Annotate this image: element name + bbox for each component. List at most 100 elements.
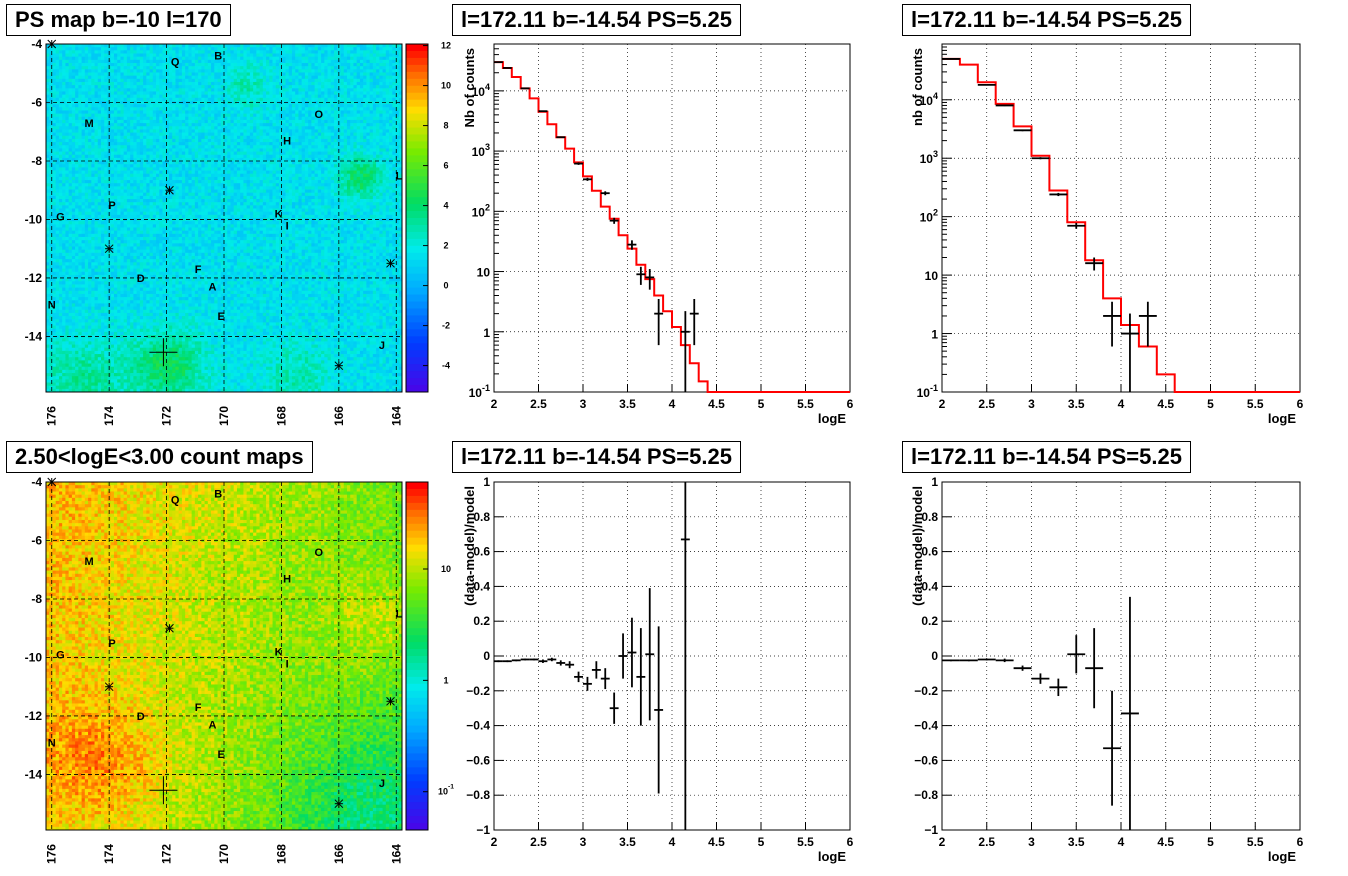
heatmap-cell (59, 345, 63, 349)
heatmap-cell (159, 205, 163, 209)
heatmap-cell (52, 69, 56, 73)
heatmap-cell (185, 79, 189, 83)
heatmap-cell (91, 345, 95, 349)
heatmap-cell (130, 104, 134, 108)
heatmap-cell (114, 88, 118, 92)
heatmap-cell (82, 383, 86, 387)
heatmap-cell (130, 376, 134, 380)
heatmap-cell (182, 240, 186, 244)
heatmap-cell (175, 171, 179, 175)
heatmap-cell (114, 297, 118, 301)
heatmap-cell (175, 297, 179, 301)
heatmap-cell (104, 129, 108, 133)
heatmap-cell (179, 227, 183, 231)
heatmap-cell (117, 300, 121, 304)
heatmap-cell (143, 167, 147, 171)
heatmap-cell (192, 72, 196, 76)
heatmap-cell (85, 272, 89, 276)
heatmap-cell (159, 76, 163, 80)
heatmap-cell (188, 152, 192, 156)
heatmap-cell (156, 148, 160, 152)
heatmap-cell (137, 253, 141, 257)
heatmap-cell (172, 246, 176, 250)
heatmap-cell (137, 297, 141, 301)
heatmap-cell (85, 300, 89, 304)
heatmap-cell (46, 139, 50, 143)
heatmap-cell (101, 231, 105, 235)
heatmap-cell (111, 180, 115, 184)
heatmap-cell (179, 224, 183, 228)
heatmap-cell (75, 212, 79, 216)
heatmap-cell (192, 69, 196, 73)
heatmap-cell (114, 354, 118, 358)
heatmap-cell (59, 329, 63, 333)
heatmap-cell (52, 199, 56, 203)
heatmap-cell (146, 152, 150, 156)
heatmap-cell (140, 47, 144, 51)
heatmap-cell (159, 303, 163, 307)
heatmap-cell (52, 243, 56, 247)
heatmap-cell (49, 53, 53, 57)
heatmap-cell (46, 357, 50, 361)
heatmap-cell (46, 148, 50, 152)
heatmap-cell (104, 174, 108, 178)
heatmap-cell (72, 53, 76, 57)
heatmap-cell (98, 142, 102, 146)
heatmap-cell (65, 307, 69, 311)
heatmap-cell (111, 133, 115, 137)
heatmap-cell (111, 63, 115, 67)
heatmap-cell (137, 66, 141, 70)
heatmap-cell (65, 250, 69, 254)
heatmap-cell (52, 196, 56, 200)
heatmap-cell (143, 360, 147, 364)
heatmap-cell (85, 76, 89, 80)
heatmap-cell (56, 379, 60, 383)
heatmap-cell (143, 253, 147, 257)
heatmap-cell (169, 386, 173, 390)
heatmap-cell (75, 133, 79, 137)
heatmap-cell (153, 114, 157, 118)
heatmap-cell (98, 110, 102, 114)
heatmap-cell (182, 152, 186, 156)
heatmap-cell (85, 383, 89, 387)
heatmap-cell (104, 231, 108, 235)
heatmap-cell (65, 345, 69, 349)
heatmap-cell (52, 319, 56, 323)
heatmap-cell (120, 167, 124, 171)
heatmap-cell (156, 224, 160, 228)
heatmap-cell (140, 95, 144, 99)
heatmap-cell (95, 53, 99, 57)
heatmap-cell (175, 345, 179, 349)
heatmap-cell (146, 288, 150, 292)
heatmap-cell (159, 240, 163, 244)
heatmap-cell (52, 63, 56, 67)
heatmap-cell (172, 205, 176, 209)
heatmap-cell (179, 129, 183, 133)
heatmap-cell (169, 177, 173, 181)
heatmap-cell (159, 329, 163, 333)
heatmap-cell (62, 370, 66, 374)
heatmap-cell (124, 243, 128, 247)
heatmap-cell (169, 284, 173, 288)
heatmap-cell (140, 167, 144, 171)
heatmap-cell (137, 50, 141, 54)
heatmap-cell (104, 345, 108, 349)
heatmap-cell (69, 281, 73, 285)
heatmap-cell (188, 180, 192, 184)
heatmap-cell (143, 126, 147, 130)
heatmap-cell (98, 91, 102, 95)
heatmap-cell (146, 107, 150, 111)
heatmap-cell (140, 114, 144, 118)
heatmap-cell (175, 82, 179, 86)
heatmap-cell (188, 227, 192, 231)
heatmap-cell (188, 338, 192, 342)
heatmap-cell (143, 329, 147, 333)
heatmap-cell (98, 322, 102, 326)
heatmap-cell (159, 117, 163, 121)
heatmap-cell (185, 259, 189, 263)
heatmap-cell (59, 269, 63, 273)
heatmap-cell (182, 237, 186, 241)
heatmap-cell (78, 98, 82, 102)
heatmap-cell (104, 202, 108, 206)
heatmap-cell (185, 357, 189, 361)
